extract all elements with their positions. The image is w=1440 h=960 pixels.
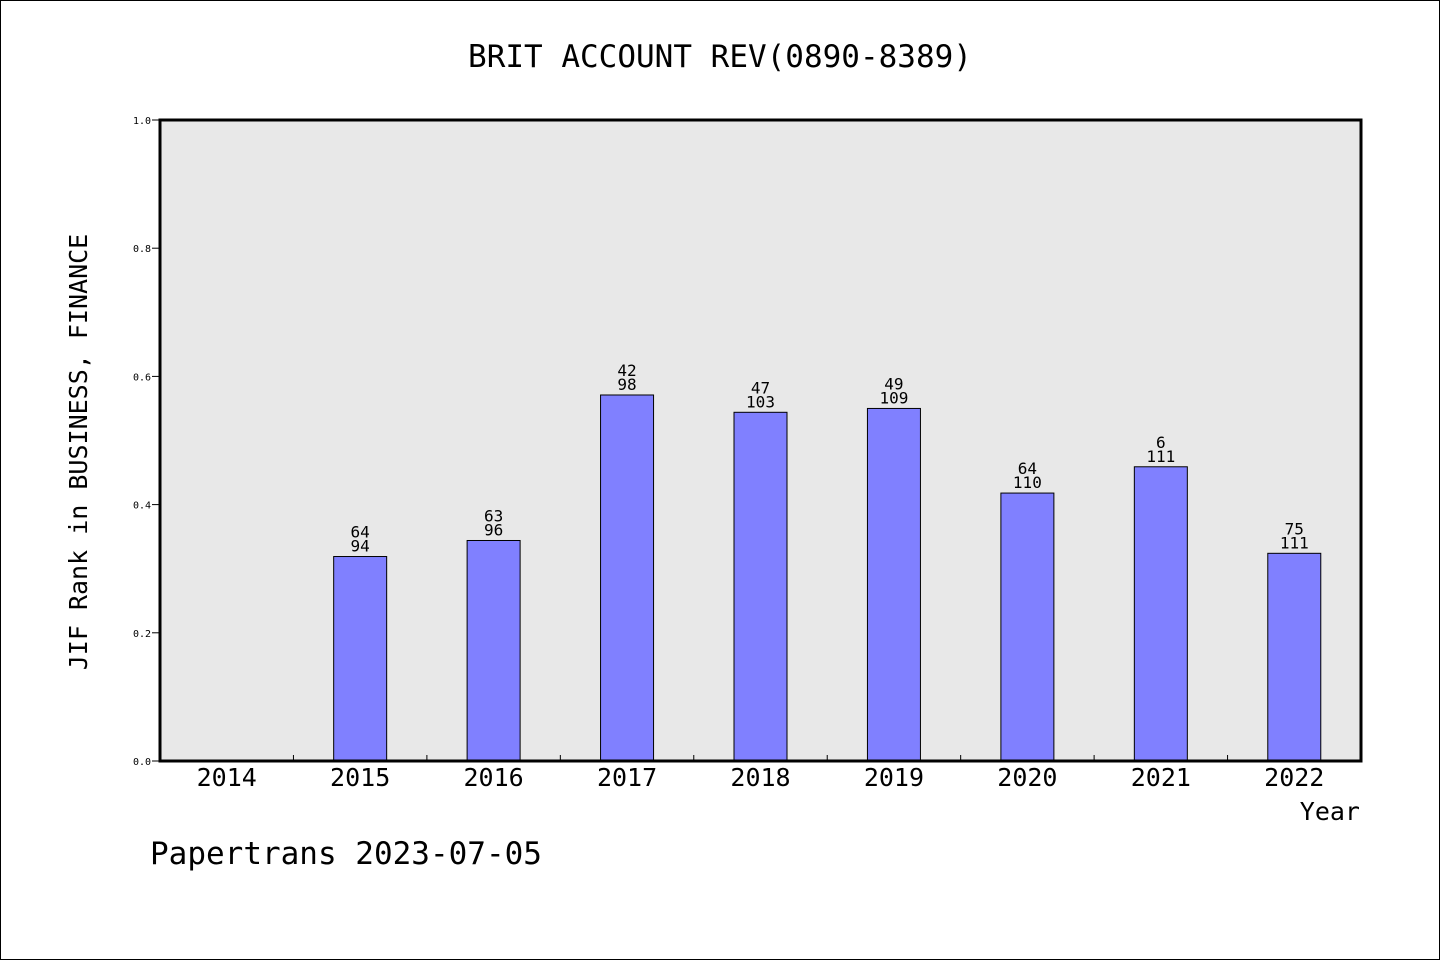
bar <box>466 539 521 762</box>
bar-total-label: 94 <box>351 537 370 556</box>
x-tick-label: 2015 <box>330 763 390 792</box>
x-tick-label: 2022 <box>1264 763 1324 792</box>
bar-total-label: 98 <box>617 375 636 394</box>
bar-rank-label: 42 <box>617 361 636 380</box>
chart-title: BRIT ACCOUNT REV(0890-8389) <box>468 39 972 75</box>
bar-rank-label: 47 <box>751 378 770 397</box>
bar <box>1000 492 1055 762</box>
y-tick-label: 0.6 <box>133 372 151 383</box>
x-tick-label: 2020 <box>997 763 1057 792</box>
bar-rank-label: 64 <box>351 523 370 542</box>
bar <box>600 394 655 762</box>
x-tick-label: 2018 <box>730 763 790 792</box>
y-axis-ticks: 0.0 0.2 0.4 0.6 0.8 1.0 <box>133 116 160 768</box>
bar <box>733 411 788 762</box>
x-tick-label: 2021 <box>1131 763 1191 792</box>
plot-border <box>158 118 1363 763</box>
x-tick-label: 2019 <box>864 763 924 792</box>
y-tick-label: 1.0 <box>133 116 151 127</box>
y-tick-label: 0.2 <box>133 629 151 640</box>
x-axis-label: Year <box>1300 797 1360 826</box>
x-tick-label: 2016 <box>464 763 524 792</box>
bar-total-label: 109 <box>879 388 908 407</box>
bar-rank-label: 6 <box>1156 433 1166 452</box>
bar-rank-label: 63 <box>484 506 503 525</box>
bar-total-label: 103 <box>746 392 775 411</box>
bar-total-label: 96 <box>484 520 503 539</box>
y-tick-label: 0.4 <box>133 501 151 512</box>
bar-rank-label: 64 <box>1018 459 1037 478</box>
bar <box>1133 466 1188 762</box>
bar-total-label: 111 <box>1280 533 1309 552</box>
bar <box>333 556 388 762</box>
bar-rank-label: 49 <box>884 374 903 393</box>
footer-label: Papertrans 2023-07-05 <box>150 836 542 872</box>
x-tick-label: 2014 <box>197 763 257 792</box>
bar-total-label: 110 <box>1013 473 1042 492</box>
y-tick-label: 0.0 <box>133 757 151 768</box>
bars <box>333 394 1322 762</box>
bar <box>866 407 921 762</box>
bar <box>1267 552 1322 762</box>
bar-total-label: 111 <box>1146 447 1175 466</box>
x-tick-label: 2017 <box>597 763 657 792</box>
x-axis-ticks: 2014 2015 2016 2017 2018 2019 2020 2021 2022 <box>197 755 1324 792</box>
y-axis-label: JIF Rank in BUSINESS, FINANCE <box>64 234 93 671</box>
bar-rank-label: 75 <box>1285 519 1304 538</box>
y-tick-label: 0.8 <box>133 244 151 255</box>
